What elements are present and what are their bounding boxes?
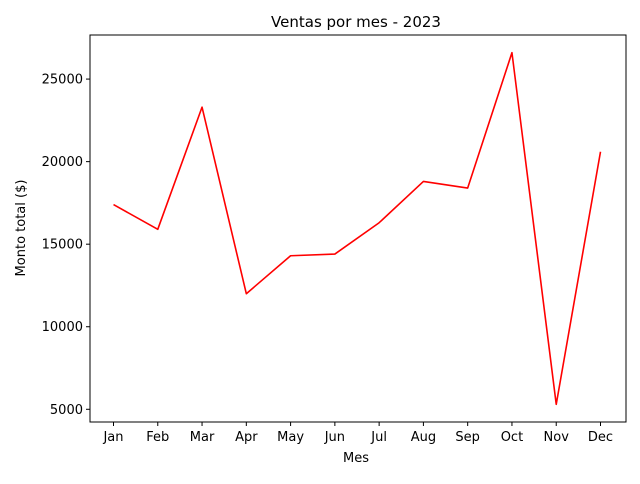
x-axis-ticks: Jan Feb Mar Apr May Jun Jul Aug Sep Oct Nov Dec <box>102 422 613 445</box>
y-axis-title: Monto total ($) <box>14 180 29 277</box>
x-tick-label: Oct <box>501 430 523 445</box>
y-tick-label: 15000 <box>42 238 83 253</box>
x-tick-label: Nov <box>544 430 570 445</box>
x-tick-label: Aug <box>411 430 436 445</box>
x-tick-label: Apr <box>235 430 258 445</box>
plot-frame <box>89 34 627 423</box>
y-tick-label: 25000 <box>42 73 83 88</box>
x-tick-label: Sep <box>455 430 480 445</box>
y-axis-ticks: 5000 10000 15000 20000 25000 <box>42 73 90 418</box>
y-tick-label: 20000 <box>42 155 83 170</box>
y-tick-label: 10000 <box>42 320 83 335</box>
x-tick-label: Jan <box>102 430 123 445</box>
x-tick-label: Jun <box>324 430 345 445</box>
x-tick-label: Jul <box>370 430 387 445</box>
chart-title: Ventas por mes - 2023 <box>271 13 441 31</box>
series-line <box>113 51 602 406</box>
x-tick-label: May <box>277 430 304 445</box>
y-tick-label: 5000 <box>50 403 83 418</box>
x-axis-title: Mes <box>343 451 369 466</box>
x-tick-label: Mar <box>190 430 215 445</box>
x-tick-label: Feb <box>146 430 169 445</box>
x-tick-label: Dec <box>588 430 613 445</box>
